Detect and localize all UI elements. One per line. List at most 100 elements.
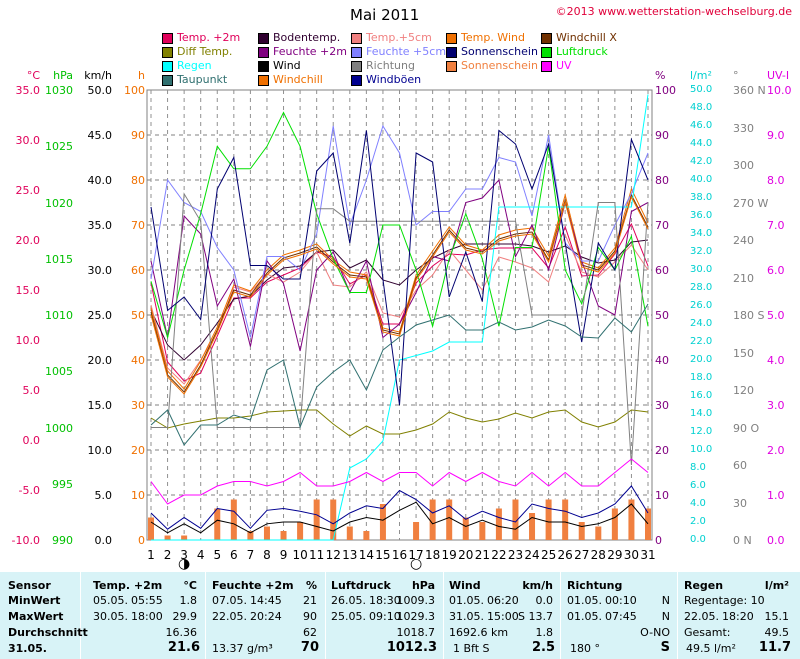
axis-tick: 990 <box>52 534 73 547</box>
stats-pressure-max-date: 25.05. <box>331 610 366 623</box>
axis-tick: 24.0 <box>690 318 713 329</box>
sunshine-bar <box>313 499 320 540</box>
axis-tick: 4.0 <box>767 354 785 367</box>
axis-tick: 210 <box>733 271 754 285</box>
legend-label: Feuchte +5cm <box>366 45 447 58</box>
axis-unit: ° <box>733 69 739 82</box>
stats-dir-min: N <box>661 594 670 607</box>
stats-humidity-max-time: 20:24 <box>250 610 282 623</box>
legend-item: Temp. Wind <box>446 32 525 44</box>
axis-tick: 270 W <box>733 196 769 210</box>
sunshine-bar <box>562 499 569 540</box>
axis-tick: 25.0 <box>15 184 41 197</box>
axis-tick: 6.0 <box>690 480 706 491</box>
axis-tick: 60 <box>733 459 747 472</box>
axis-tick: 15.0 <box>15 284 41 297</box>
axis-tick: 8.0 <box>767 174 785 187</box>
stats-temp-unit: °C <box>183 579 197 592</box>
stats-pressure-avg: 1018.7 <box>396 626 436 639</box>
stats-wind-min-date: 01.05. <box>449 594 484 607</box>
statistics-panel <box>0 572 800 659</box>
axis-tick: 32.0 <box>690 246 713 257</box>
legend-label: Luftdruck <box>556 45 608 58</box>
x-tick: 26 <box>557 548 573 562</box>
stats-rain-current: 11.7 <box>758 640 791 655</box>
legend-item: Temp. +2m <box>162 32 240 44</box>
axis-tick: 50.0 <box>87 84 113 97</box>
legend-label: Diff Temp. <box>177 45 233 58</box>
x-tick: 7 <box>246 548 255 562</box>
stats-pressure-min-date: 26.05. <box>331 594 366 607</box>
stats-wind-header: Wind <box>449 579 481 592</box>
legend-label: Bodentemp. <box>273 31 341 44</box>
axis-tick: 0 N <box>733 534 752 547</box>
legend-item: Diff Temp. <box>162 46 232 58</box>
stats-rain-max: 15.1 <box>764 610 790 623</box>
x-tick: 16 <box>391 548 408 562</box>
stats-wind-avg: 1.8 <box>535 626 554 639</box>
stats-column-divider <box>80 572 81 659</box>
legend-item: Sonnenschein <box>446 46 538 58</box>
x-tick: 15 <box>375 548 391 562</box>
stats-humidity-current: 70 <box>300 640 319 655</box>
sunshine-bar <box>230 499 237 540</box>
stats-dir-max: N <box>661 610 670 623</box>
axis-tick: 20.0 <box>15 234 41 247</box>
stats-pressure-max: 1029.3 <box>396 610 436 623</box>
legend-swatch <box>351 46 362 58</box>
axis-tick: 5.0 <box>94 489 113 502</box>
axis-tick: 35.0 <box>15 84 41 97</box>
legend-swatch <box>162 46 173 58</box>
axis-tick: 12.0 <box>690 426 713 437</box>
sunshine-bar <box>446 499 453 540</box>
stats-dir-header: Richtung <box>567 579 623 592</box>
stats-temp-min-date: 05.05. <box>93 594 128 607</box>
series-line <box>151 94 649 541</box>
sunshine-bar <box>363 531 370 540</box>
axis-tick: 10 <box>131 489 145 502</box>
stats-temp-min: 1.8 <box>179 594 198 607</box>
axis-tick: 3.0 <box>767 399 785 412</box>
stats-temp-current: 21.6 <box>167 640 200 655</box>
axis-tick: 0.0 <box>767 534 785 547</box>
axis-tick: 995 <box>52 477 73 491</box>
axis-unit: hPa <box>53 69 73 82</box>
stats-temp-max: 29.9 <box>172 610 198 623</box>
x-tick: 24 <box>524 548 540 562</box>
series-line <box>150 458 649 505</box>
axis-tick: 1030 <box>45 84 73 97</box>
legend-swatch <box>541 32 552 44</box>
stats-rain-unit: l/m² <box>764 579 789 592</box>
axis-tick: 30.0 <box>690 264 713 275</box>
stats-humidity-unit: % <box>305 579 317 592</box>
stats-humidity-abs: 13.37 g/m³ <box>212 642 273 655</box>
x-tick: 13 <box>342 548 358 562</box>
stats-humidity-min-date: 07.05. <box>212 594 247 607</box>
x-tick: 4 <box>196 548 205 562</box>
stats-pressure-current: 1012.3 <box>386 640 437 655</box>
x-tick: 6 <box>230 548 238 562</box>
x-tick: 28 <box>590 548 606 562</box>
axis-tick: 20 <box>655 444 669 457</box>
sunshine-bar <box>164 535 171 540</box>
stats-column-divider <box>325 572 326 659</box>
x-tick: 22 <box>491 548 507 562</box>
axis-tick: 16.0 <box>690 390 713 401</box>
axis-tick: 10 <box>655 489 669 502</box>
axis-unit: h <box>138 69 145 82</box>
axis-tick: 60 <box>131 264 145 277</box>
legend-swatch <box>162 74 173 86</box>
axis-tick: 1.0 <box>767 489 785 502</box>
legend-item: Richtung <box>351 60 415 72</box>
axis-tick: 30 <box>733 496 747 510</box>
sunshine-bar <box>379 504 386 540</box>
x-tick: 18 <box>424 548 441 562</box>
legend-item: Windchill X <box>541 32 617 44</box>
axis-tick: 150 <box>733 346 754 360</box>
x-tick: 12 <box>325 548 341 562</box>
stats-temp-max-time: 18:00 <box>131 610 163 623</box>
stats-temp-header: Temp. +2m <box>93 579 163 592</box>
legend-swatch <box>258 32 269 44</box>
axis-tick: 50.0 <box>690 84 713 95</box>
stats-column-divider <box>677 572 678 659</box>
